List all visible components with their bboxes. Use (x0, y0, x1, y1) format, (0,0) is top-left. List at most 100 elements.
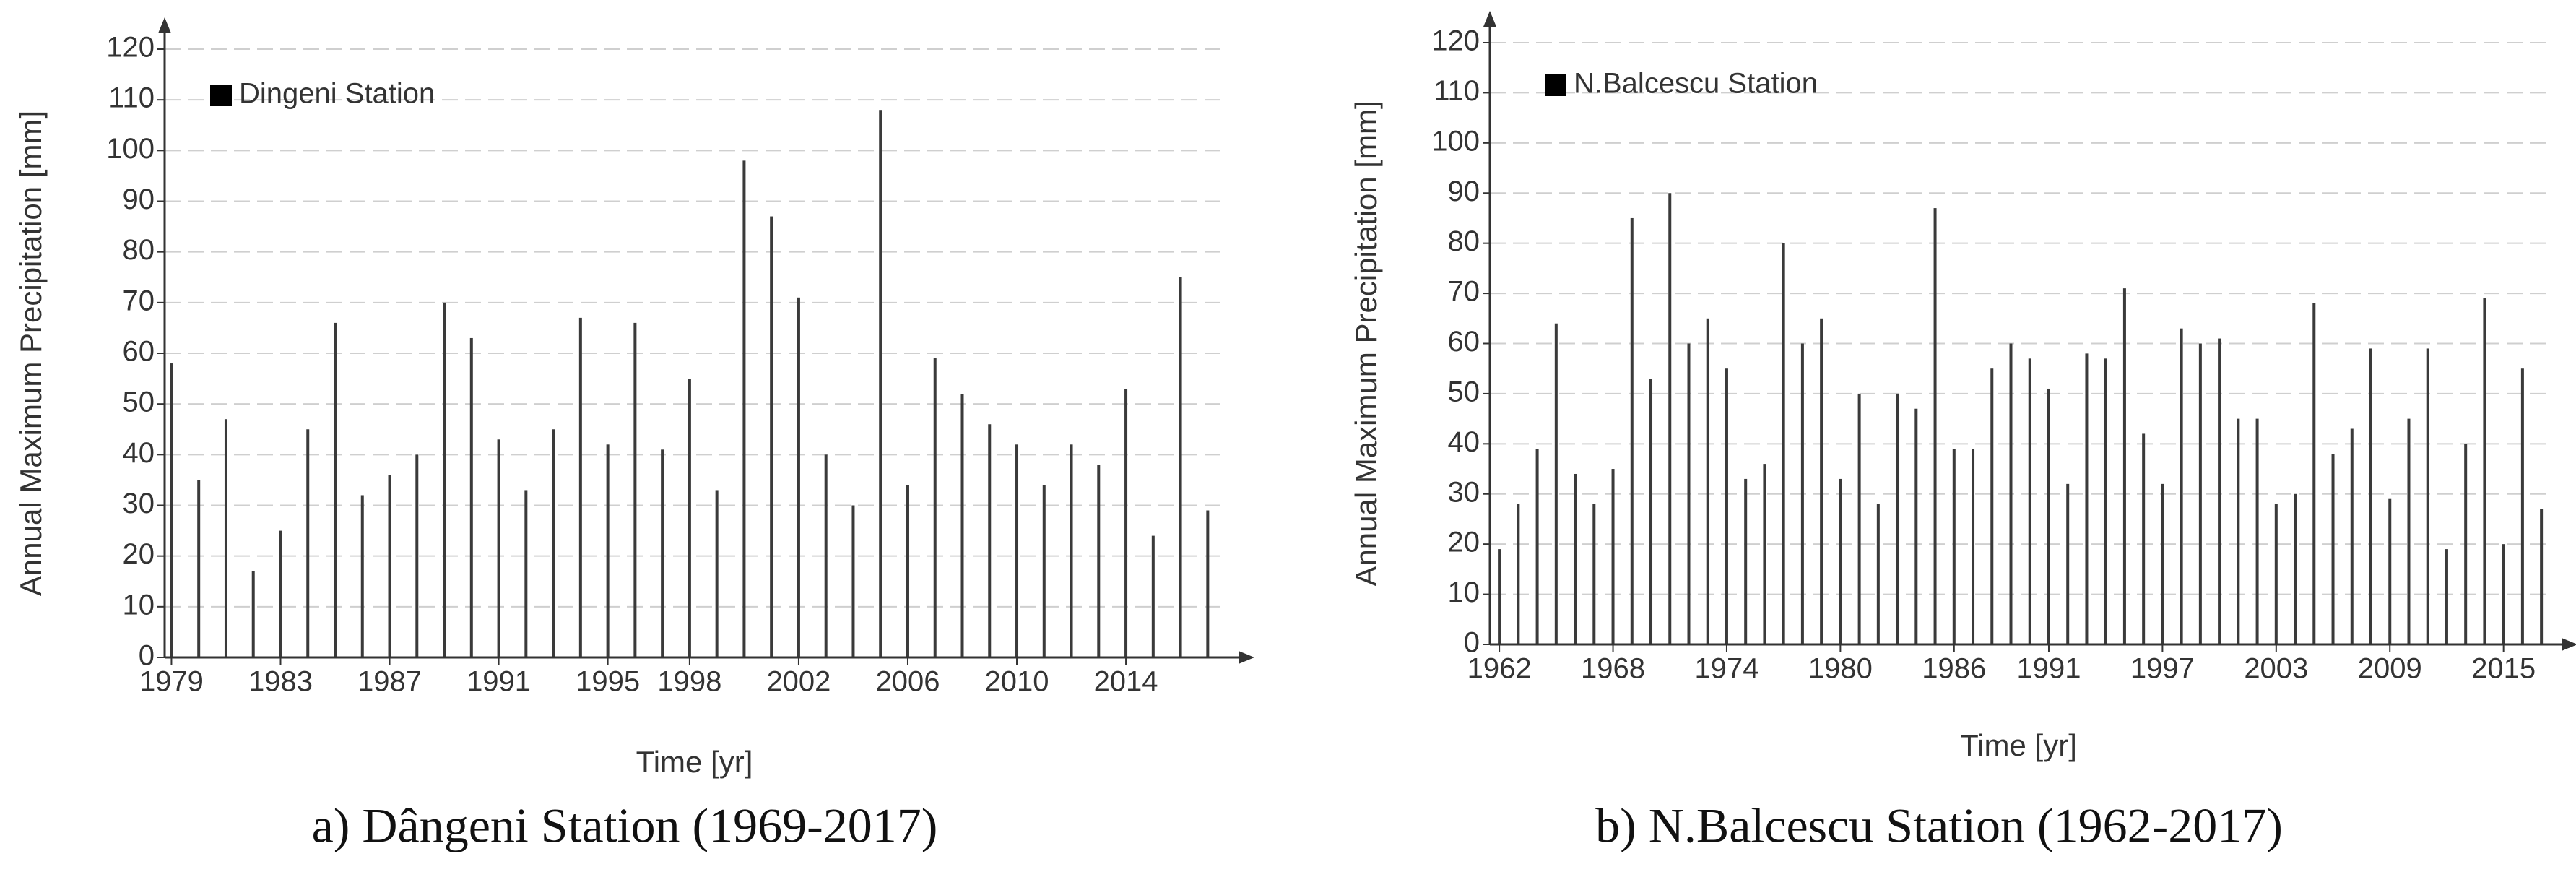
y-tick-label: 120 (106, 32, 155, 64)
bar (1933, 208, 1937, 644)
bar (2218, 338, 2221, 644)
x-tick-label: 2006 (875, 666, 940, 698)
x-tick-label: 1995 (576, 666, 640, 698)
bar (2255, 418, 2259, 644)
bar (1972, 449, 1975, 644)
legend-label: Dingeni Station (239, 78, 435, 110)
x-tick-label: 1980 (1808, 653, 1873, 685)
bar (1668, 193, 1672, 644)
bar (2142, 433, 2146, 644)
x-tick-label: 1991 (2016, 653, 2081, 685)
bar (1706, 318, 1709, 644)
bar (552, 429, 555, 657)
bar (2294, 493, 2297, 644)
bar (933, 358, 937, 657)
bar (960, 394, 964, 657)
y-tick-label: 80 (123, 234, 155, 266)
bar (1800, 343, 1804, 644)
y-tick-label: 10 (1448, 577, 1480, 608)
bar (578, 317, 582, 657)
y-tick-label: 0 (139, 640, 155, 672)
y-tick-label: 100 (106, 133, 155, 165)
legend-label: N.Balcescu Station (1574, 68, 1818, 100)
bar (2502, 544, 2505, 644)
y-tick-label: 90 (123, 184, 155, 215)
y-tick-label: 60 (123, 336, 155, 368)
bar (1725, 368, 1728, 644)
bar (443, 302, 446, 657)
bar (1592, 504, 1596, 644)
bar (306, 429, 310, 657)
y-axis-title: Annual Maximum Precipitation [mm] (14, 111, 48, 596)
bar (524, 490, 528, 657)
bar (2520, 368, 2524, 644)
bar (388, 475, 391, 657)
bar (851, 505, 855, 657)
bar (2237, 418, 2240, 644)
y-tick-label: 10 (123, 589, 155, 621)
bar (906, 485, 909, 657)
bar (2426, 348, 2429, 644)
caption: a) Dângeni Station (1969-2017) (312, 798, 938, 853)
x-tick-label: 1983 (248, 666, 313, 698)
y-tick-label: 20 (123, 538, 155, 570)
bar (1611, 469, 1615, 644)
bar (415, 454, 419, 657)
bar (2085, 353, 2089, 644)
bar (688, 379, 691, 657)
bar (633, 322, 637, 657)
bar (1763, 464, 1766, 644)
bar (879, 110, 882, 657)
y-axis-title: Annual Maximum Precipitation [mm] (1349, 100, 1383, 586)
bar (1782, 243, 1785, 645)
bar (1914, 408, 1918, 644)
bar (1857, 393, 1861, 644)
legend-swatch (210, 85, 232, 106)
bar (1206, 510, 1210, 657)
y-tick-label: 30 (1448, 476, 1480, 508)
x-tick-label: 2002 (766, 666, 831, 698)
bar (1517, 504, 1520, 644)
bar (224, 419, 227, 657)
bar (334, 322, 337, 657)
bar (1554, 323, 1558, 644)
bar (2464, 444, 2468, 644)
y-tick-label: 80 (1448, 225, 1480, 257)
x-tick-label: 1974 (1694, 653, 1758, 685)
bar (2104, 358, 2107, 644)
bar (251, 571, 255, 657)
bar (2445, 549, 2448, 644)
bar (1630, 217, 1634, 644)
y-tick-label: 40 (1448, 426, 1480, 458)
bar (2198, 343, 2202, 644)
x-tick-label: 1987 (357, 666, 422, 698)
y-tick-label: 50 (123, 387, 155, 418)
bar (1687, 343, 1691, 644)
y-arrow (158, 17, 171, 33)
bar (661, 449, 664, 657)
bar (170, 363, 173, 657)
bar (2028, 358, 2031, 644)
bar (824, 454, 828, 657)
bar (1124, 389, 1128, 657)
bar (797, 297, 800, 657)
bar (2388, 498, 2392, 644)
bar (360, 495, 364, 657)
bar (279, 530, 282, 657)
bar (715, 490, 719, 657)
y-tick-label: 50 (1448, 376, 1480, 407)
x-axis-title: Time [yr] (1960, 728, 2077, 762)
bar (770, 216, 773, 657)
y-tick-label: 60 (1448, 326, 1480, 358)
x-tick-label: 1997 (2130, 653, 2195, 685)
bar (1990, 368, 1994, 644)
x-tick-label: 2003 (2244, 653, 2308, 685)
x-tick-label: 1998 (657, 666, 721, 698)
bar (2047, 388, 2050, 644)
bar (2274, 504, 2278, 644)
y-tick-label: 100 (1431, 125, 1480, 157)
x-axis-title: Time [yr] (636, 745, 753, 779)
bar (1839, 478, 1842, 644)
